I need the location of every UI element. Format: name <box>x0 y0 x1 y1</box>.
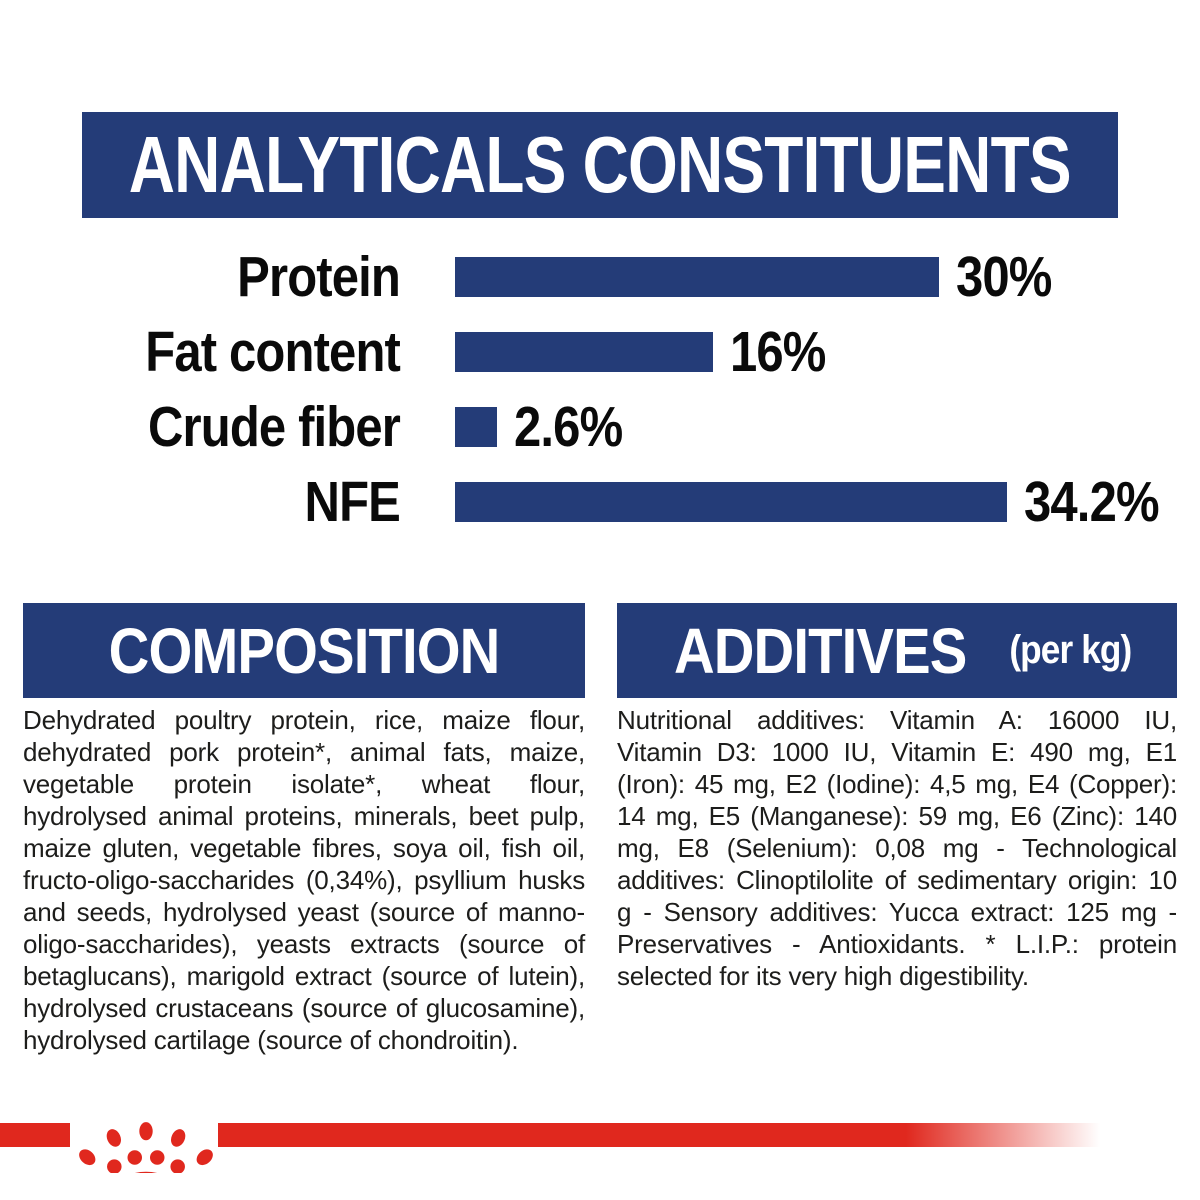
bar-fat-content <box>455 332 713 372</box>
analyticals-title: ANALYTICALS CONSTITUENTS <box>128 120 1072 209</box>
bar-protein <box>455 257 939 297</box>
additives-body: Nutritional additives: Vitamin A: 16000 … <box>617 705 1177 991</box>
analyticals-header: ANALYTICALS CONSTITUENTS <box>82 112 1118 218</box>
composition-body: Dehydrated poultry protein, rice, maize … <box>23 705 585 1055</box>
bar-label-nfe: NFE <box>304 470 401 534</box>
bar-value-nfe: 34.2% <box>1024 470 1160 534</box>
bar-value-crude-fiber: 2.6% <box>514 395 623 459</box>
royal-canin-crown-icon <box>79 1122 213 1173</box>
chart-row: NFE 34.2% <box>0 470 1181 534</box>
chart-row: Fat content 16% <box>0 320 841 384</box>
composition-header: COMPOSITION <box>23 603 585 698</box>
bar-value-protein: 30% <box>956 245 1052 309</box>
chart-row: Crude fiber 2.6% <box>0 395 640 459</box>
additives-title-suffix: (per kg) <box>1009 628 1132 672</box>
red-divider-right <box>218 1123 1100 1147</box>
composition-title: COMPOSITION <box>108 614 501 687</box>
bar-label-protein: Protein <box>237 245 401 309</box>
additives-header: ADDITIVES (per kg) <box>617 603 1177 698</box>
red-divider-left <box>0 1123 70 1147</box>
bar-label-crude-fiber: Crude fiber <box>147 395 401 459</box>
bar-nfe <box>455 482 1007 522</box>
bar-value-fat-content: 16% <box>730 320 826 384</box>
chart-row: Protein 30% <box>0 245 1067 309</box>
bar-crude-fiber <box>455 407 497 447</box>
additives-title: ADDITIVES <box>674 614 967 687</box>
bar-label-fat-content: Fat content <box>145 320 401 384</box>
